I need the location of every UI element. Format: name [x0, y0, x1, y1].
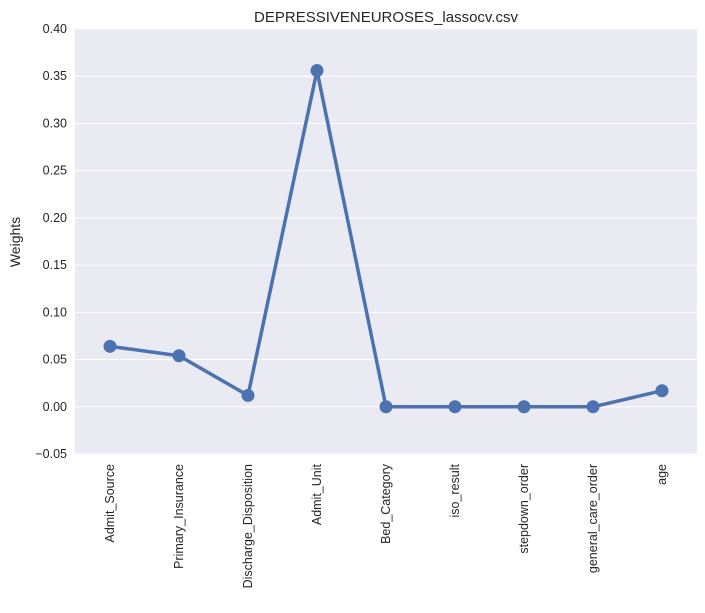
- x-tick-label: Admit_Unit: [310, 463, 324, 525]
- y-tick-label: −0.05: [35, 447, 67, 461]
- data-point: [517, 400, 531, 414]
- y-tick-label: 0.30: [43, 116, 67, 130]
- y-axis-label: Weights: [7, 217, 23, 267]
- y-tick-label: 0.15: [43, 258, 67, 272]
- x-tick-label: age: [655, 464, 669, 485]
- chart-title: DEPRESSIVENEUROSES_lassocv.csv: [254, 9, 518, 26]
- x-axis: Admit_Source Primary_Insurance Discharge_D…: [103, 463, 669, 588]
- y-tick-label: 0.20: [43, 211, 67, 225]
- y-tick-label: 0.05: [43, 353, 67, 367]
- x-tick-label: Discharge_Disposition: [241, 464, 255, 588]
- x-tick-label: Primary_Insurance: [172, 464, 186, 569]
- x-tick-label: Bed_Category: [379, 463, 393, 544]
- plot-area: [75, 29, 697, 454]
- data-point: [103, 339, 117, 353]
- y-tick-label: 0.00: [43, 400, 67, 414]
- x-tick-label: iso_result: [448, 463, 462, 517]
- x-tick-label: Admit_Source: [103, 464, 117, 543]
- data-point: [379, 400, 393, 414]
- data-point: [172, 349, 186, 363]
- y-tick-label: 0.40: [43, 22, 67, 36]
- y-tick-label: 0.25: [43, 164, 67, 178]
- series: [103, 64, 669, 414]
- data-point: [310, 64, 324, 78]
- data-point: [448, 400, 462, 414]
- x-tick-label: general_care_order: [586, 464, 600, 573]
- data-point: [586, 400, 600, 414]
- x-tick-label: stepdown_order: [517, 464, 531, 554]
- data-point: [655, 384, 669, 398]
- y-tick-label: 0.10: [43, 305, 67, 319]
- y-axis: −0.05 0.00 0.05 0.10 0.15 0.20 0.25 0.30 0.35 0.4…: [35, 22, 67, 461]
- y-tick-label: 0.35: [43, 69, 67, 83]
- data-point: [241, 388, 255, 402]
